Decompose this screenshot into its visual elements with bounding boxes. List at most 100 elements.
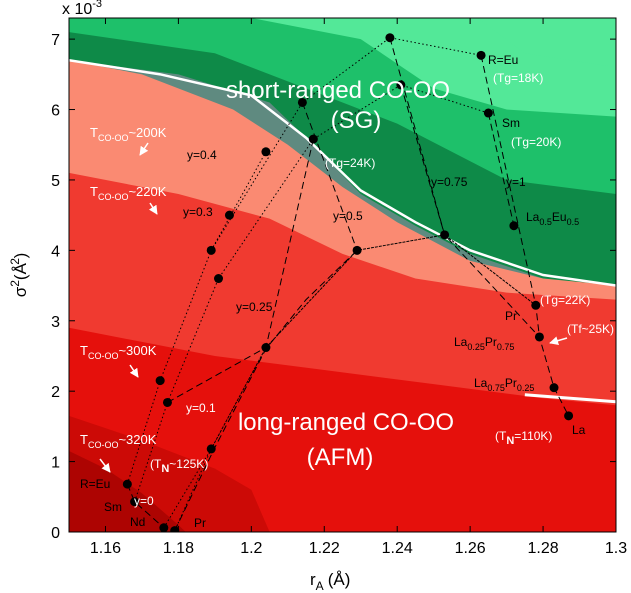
label-tg24: (Tg=24K) [325, 156, 375, 170]
sg-title-line1: short-ranged CO-OO [226, 77, 450, 104]
t320-label: TCO-OO~320K [80, 432, 157, 450]
label-y04: y=0.4 [187, 148, 217, 162]
data-point-13 [308, 134, 318, 144]
x-tick-label-6: 1.28 [527, 540, 558, 557]
x-tick-label-7: 1.3 [605, 540, 627, 557]
label-tg20: (Tg=20K) [511, 135, 561, 149]
label-r-eu-bottom: R=Eu [80, 477, 110, 491]
series-line-11 [265, 138, 314, 348]
label-y01: y=0.1 [186, 401, 216, 415]
tf25-arrow [549, 336, 568, 346]
data-point-18 [476, 50, 486, 60]
data-point-11 [261, 147, 271, 157]
label-y1: y=1 [506, 175, 526, 189]
y-tick-label-4: 4 [51, 243, 60, 260]
data-point-4 [155, 376, 165, 386]
data-point-8 [214, 274, 224, 284]
x-axis-ticks: 1.16 1.18 1.2 1.22 1.24 1.26 1.28 1.3 [90, 18, 627, 557]
phase-boundaries [69, 59, 616, 404]
series-line-10 [301, 102, 358, 251]
label-nd-bottom: Nd [130, 515, 145, 529]
y-axis-ticks: 0 1 2 3 4 5 6 7 [51, 32, 616, 542]
label-sm-bottom: Sm [104, 500, 122, 514]
y-tick-label-5: 5 [51, 173, 60, 190]
t300-label: TCO-OO~300K [80, 343, 157, 361]
label-y0: y=0 [134, 494, 154, 508]
data-point-9 [261, 343, 271, 353]
label-tn125: (TN~125K) [150, 457, 208, 475]
label-y03: y=0.3 [183, 205, 213, 219]
data-point-24 [564, 411, 574, 421]
data-point-17 [440, 230, 450, 240]
label-la-eu: La0.5Eu0.5 [526, 210, 579, 227]
x-tick-label-5: 1.26 [455, 540, 486, 557]
data-point-1 [130, 497, 140, 507]
boundary-lower [524, 393, 616, 404]
series-line-12 [400, 84, 446, 236]
data-point-23 [549, 383, 559, 393]
data-points [122, 33, 574, 532]
y-multiplier: x 10-3 [62, 0, 102, 18]
t220-label: TCO-OO~220K [90, 184, 167, 202]
afm-title-line1: long-ranged CO-OO [238, 409, 454, 436]
y-tick-label-1: 1 [51, 455, 60, 472]
plot-frame [68, 17, 617, 533]
label-tn110: (TN=110K) [495, 429, 552, 447]
label-la-pr-1: La0.25Pr0.75 [454, 335, 514, 352]
label-tf25: (Tf~25K) [567, 322, 614, 336]
series-line-13 [487, 112, 515, 226]
x-tick-label-0: 1.16 [90, 540, 121, 557]
data-point-19 [483, 108, 493, 118]
data-point-21 [531, 300, 541, 310]
y-tick-label-0: 0 [51, 525, 60, 542]
x-axis-label: rA (Å) [310, 570, 350, 593]
series-line-3 [163, 234, 537, 529]
data-point-15 [385, 33, 395, 43]
data-point-20 [509, 221, 519, 231]
x-tick-label-2: 1.2 [240, 540, 262, 557]
label-y075: y=0.75 [431, 175, 468, 189]
label-r-eu-top: R=Eu [488, 53, 518, 67]
data-point-12 [297, 97, 307, 107]
afm-title-line2: (AFM) [307, 444, 374, 471]
t220-arrow [148, 202, 158, 215]
x-tick-label-1: 1.18 [163, 540, 194, 557]
label-y025: y=0.25 [236, 300, 273, 314]
y-tick-label-3: 3 [51, 314, 60, 331]
data-point-6 [206, 444, 216, 454]
data-point-3 [170, 526, 180, 532]
x-tick-label-3: 1.22 [309, 540, 340, 557]
label-la-pr-2: La0.75Pr0.25 [474, 376, 534, 393]
label-pr-right: Pr [505, 309, 517, 323]
t300-arrow [129, 364, 139, 378]
label-sm-top: Sm [502, 116, 520, 130]
t320-arrow [99, 458, 111, 473]
label-tg22: (Tg=22K) [540, 293, 590, 307]
t200-arrow [139, 142, 149, 156]
data-point-16 [396, 80, 406, 90]
label-pr-bottom: Pr [194, 516, 206, 530]
series-line-0 [126, 483, 175, 532]
y-tick-label-7: 7 [51, 32, 60, 49]
phase-regions [69, 18, 616, 532]
data-point-14 [352, 245, 362, 255]
data-point-7 [206, 245, 216, 255]
series-line-6 [167, 347, 267, 403]
data-point-22 [534, 332, 544, 342]
label-y05: y=0.5 [333, 209, 363, 223]
data-point-10 [224, 210, 234, 220]
t200-label: TCO-OO~200K [90, 125, 167, 143]
region-red_darkest [69, 451, 186, 532]
y-tick-label-2: 2 [51, 384, 60, 401]
label-tg18: (Tg=18K) [493, 71, 543, 85]
data-point-0 [122, 479, 132, 489]
data-point-5 [162, 397, 172, 407]
x-tick-label-4: 1.24 [382, 540, 413, 557]
label-la-right: La [572, 423, 586, 437]
series-line-7 [210, 151, 267, 251]
y-axis-label: σ2(Å )2 [8, 253, 30, 298]
y-tick-label-6: 6 [51, 103, 60, 120]
data-point-2 [159, 523, 169, 532]
boundary-upper [69, 59, 616, 287]
